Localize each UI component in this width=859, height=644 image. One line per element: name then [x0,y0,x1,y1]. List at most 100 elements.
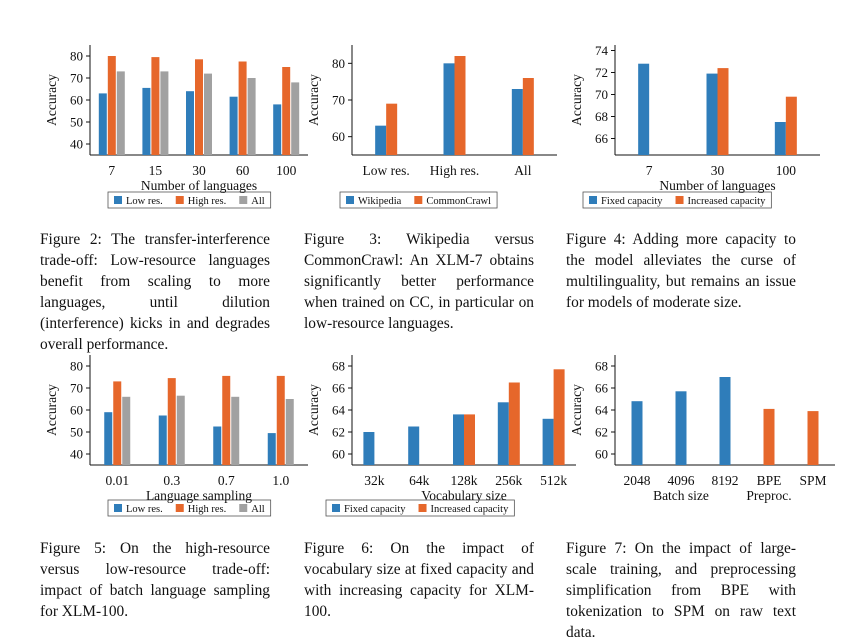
bar-all [116,71,125,155]
x-tick-label: High res. [430,163,480,178]
x-group-label-batch-size: Batch size [653,488,709,503]
bar-all [285,399,294,465]
bar-wikipedia [443,63,455,155]
legend-swatch [239,504,248,512]
x-tick-label: 0.01 [105,473,129,488]
bar-all [291,82,300,155]
bar-increased-capacity [464,414,475,465]
bar-low-res [267,433,276,465]
bar-low-res [213,426,222,465]
bar-low-res [158,415,167,465]
legend-box [339,191,498,209]
legend-label: All [251,196,265,207]
legend-swatch [114,504,122,512]
legend-box [582,191,772,209]
bar-batch-size [631,401,643,465]
bar-wikipedia [511,89,523,155]
y-axis-label: Accuracy [44,384,59,436]
figure-3-chart: 60 70 80 Accuracy Low res. High res. All Wikipe… [300,40,557,215]
legend-label: Fixed capacity [601,196,663,207]
x-tick-label: 15 [149,163,163,178]
bar-commoncrawl [386,103,398,155]
bar-high-res [222,375,231,465]
y-tick-label: 64 [332,403,346,418]
legend-swatch [589,196,597,204]
bar-batch-size [675,391,687,465]
bar-wikipedia [375,125,387,155]
y-tick-label: 68 [332,359,345,374]
x-tick-label: 30 [711,163,725,178]
legend-label: All [251,504,265,515]
legend-label: High res. [188,196,227,207]
bar-all [247,78,256,155]
y-axis-label: Accuracy [569,384,584,436]
bar-fixed-capacity [706,73,718,155]
x-tick-label: BPE [757,473,782,488]
y-tick-label: 66 [595,131,609,146]
x-tick-label: 30 [192,163,206,178]
figure-5-svg: 40 50 60 70 80 Accuracy 0.01 0.3 0.7 1.0 Language … [44,355,308,517]
figure-7-svg: 60 62 64 66 68 Accuracy 2048 4096 8192 BPE SPM Batc… [569,355,835,503]
x-tick-label: 8192 [712,473,739,488]
x-tick-label: All [514,163,532,178]
figure-4-caption: Figure 4: Adding more capacity to the mo… [566,231,796,311]
bar-all [160,71,169,155]
figure-6-svg: 60 62 64 66 68 Accuracy 32k 64k 128k 256k 512k Voca… [306,355,576,517]
y-tick-label: 66 [332,381,346,396]
figure-2-svg: 40 50 60 70 80 Accuracy 7 15 30 60 100 Number of la… [44,45,308,209]
y-tick-label: 80 [70,49,83,64]
legend-box [107,191,272,209]
bar-preproc [763,408,775,465]
bar-preproc [807,411,819,465]
figure-6-chart: 60 62 64 66 68 Accuracy 32k 64k 128k 256k 512k Voca… [300,350,576,525]
x-group-label-preproc: Preproc. [746,488,791,503]
legend-label: Low res. [126,504,163,515]
bar-increased-capacity [717,68,729,155]
bar-commoncrawl [522,78,534,155]
bar-fixed-capacity [774,122,786,155]
bar-fixed-capacity [408,426,420,465]
y-tick-label: 62 [332,425,345,440]
legend-swatch [414,196,423,204]
x-tick-label: 0.3 [163,473,180,488]
y-tick-label: 70 [595,87,608,102]
legend-box [325,499,515,517]
legend-box [107,499,272,517]
bar-high-res [195,59,203,155]
legend-label: High res. [188,504,227,515]
y-axis-label: Accuracy [569,74,584,126]
y-tick-label: 70 [332,93,345,108]
legend-swatch [332,504,340,512]
bar-all [231,396,240,465]
y-tick-label: 50 [70,425,83,440]
figure-5-caption: Figure 5: On the high-resource versus lo… [40,540,270,620]
figure-7-caption: Figure 7: On the impact of large-scale t… [566,540,796,641]
bar-low-res [186,91,194,155]
y-tick-label: 66 [595,381,609,396]
figure-6-caption: Figure 6: On the impact of vocabulary si… [304,540,534,620]
x-axis-label: Vocabulary size [421,488,507,503]
legend-label: Fixed capacity [344,504,406,515]
bar-fixed-capacity [363,432,375,465]
x-axis-label: Number of languages [141,178,257,193]
legend-label: Wikipedia [358,196,402,207]
legend-swatch [346,196,354,204]
legend-swatch [239,196,248,204]
figure-3-caption: Figure 3: Wikipedia versus CommonCrawl: … [304,231,534,332]
bar-high-res [107,56,116,155]
y-axis-label: Accuracy [306,74,321,126]
figure-3-svg: 60 70 80 Accuracy Low res. High res. All Wikipe… [306,45,557,209]
x-tick-label: 256k [495,473,522,488]
y-tick-label: 50 [70,115,83,130]
x-tick-label: 1.0 [272,473,289,488]
bar-all [176,395,185,465]
x-tick-label: Low res. [363,163,410,178]
x-tick-label: 128k [451,473,478,488]
bar-batch-size [719,377,731,465]
bar-increased-capacity [785,96,797,155]
y-tick-label: 70 [70,71,83,86]
y-tick-label: 60 [595,447,608,462]
y-tick-label: 80 [70,359,83,374]
y-axis-label: Accuracy [44,74,59,126]
legend-swatch [114,196,122,204]
